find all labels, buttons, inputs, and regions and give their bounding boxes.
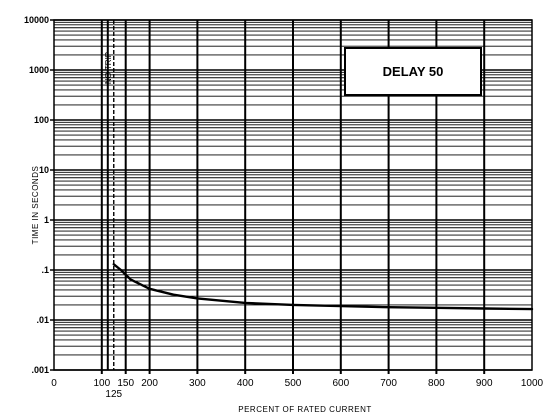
x-tick-label: 800: [428, 378, 445, 389]
x-axis-title: PERCENT OF RATED CURRENT: [238, 405, 372, 414]
x-tick-label: 500: [285, 378, 302, 389]
y-tick-labels: 10000 1000 100 10 1 .1 .01 .001: [24, 15, 49, 375]
x-tick-label: 700: [380, 378, 397, 389]
x-tick-labels: 0 100 150 200 300 400 500 600 700 800 900 1000 125: [51, 378, 543, 400]
x-tick-label: 900: [476, 378, 493, 389]
y-tick-label: 1000: [29, 65, 49, 75]
x-tick-label: 150: [117, 378, 134, 389]
plot-frame: [53, 19, 533, 371]
series-point: [172, 293, 175, 296]
legend-text: DELAY 50: [383, 64, 444, 79]
y-axis-title: TIME IN SECONDS: [31, 166, 40, 245]
series-point: [292, 304, 294, 306]
legend-box: DELAY 50: [344, 47, 482, 96]
series-point: [113, 263, 115, 266]
x-tick-label: 1000: [521, 378, 544, 389]
series-layer: [112, 263, 534, 311]
y-tick-label: 10000: [24, 15, 49, 25]
x-tick-label: 200: [141, 378, 158, 389]
series-point: [244, 302, 246, 304]
y-tick-label: .001: [31, 365, 49, 375]
y-tick-label: 1: [44, 215, 49, 225]
y-tick-label: 100: [34, 115, 49, 125]
series-point: [483, 307, 486, 310]
x-tick-label: 600: [332, 378, 349, 389]
x-tick-label: 100: [93, 378, 110, 389]
x-tick-label-125: 125: [105, 389, 122, 400]
grid: [50, 19, 532, 374]
series-point: [340, 305, 342, 307]
series-line: [112, 263, 534, 311]
series-point: [387, 306, 390, 309]
y-tick-label: 10: [39, 165, 49, 175]
series-point: [435, 307, 438, 309]
series-point: [148, 288, 151, 290]
y-tick-label: .1: [41, 265, 49, 275]
y-tick-label: .01: [36, 315, 49, 325]
no-trip-reference: NO TRIP: [104, 20, 115, 370]
series-point: [129, 278, 132, 281]
no-trip-label: NO TRIP: [104, 52, 113, 84]
x-tick-label: 400: [237, 378, 254, 389]
series-point: [120, 269, 122, 271]
x-tick-label: 300: [189, 378, 206, 389]
x-tick-label: 0: [51, 378, 57, 389]
series-point: [196, 297, 199, 300]
